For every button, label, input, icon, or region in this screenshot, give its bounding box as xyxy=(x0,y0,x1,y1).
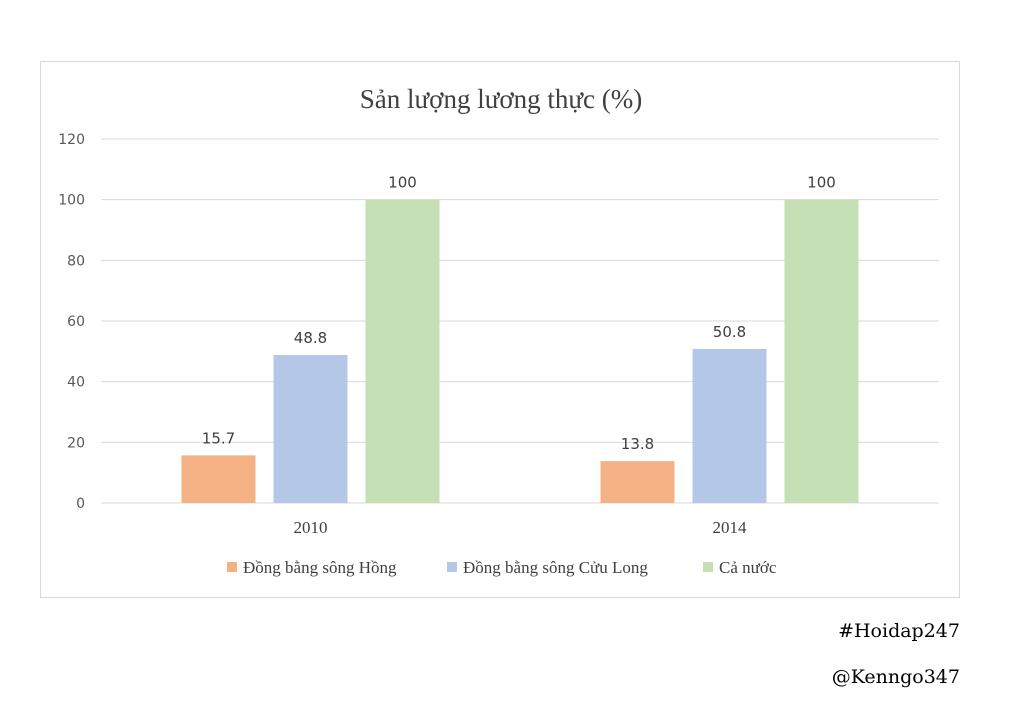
legend-swatch xyxy=(703,562,713,572)
data-labels: 15.7 48.8 100 13.8 50.8 100 xyxy=(202,174,836,453)
legend-swatch xyxy=(227,562,237,572)
chart-title: Sản lượng lương thực (%) xyxy=(360,84,642,114)
y-tick-label: 100 xyxy=(58,193,85,209)
watermark-hashtag: #Hoidap247 xyxy=(838,620,960,642)
y-tick-label: 60 xyxy=(67,314,85,330)
x-category-label: 2014 xyxy=(713,518,748,537)
y-tick-label: 40 xyxy=(67,375,85,391)
gridlines xyxy=(101,138,939,504)
x-category-label: 2010 xyxy=(294,518,328,537)
y-axis-ticks: 0 20 40 60 80 100 120 xyxy=(58,132,85,512)
legend-item: Đồng bằng sông Cửu Long xyxy=(447,558,648,577)
data-label: 13.8 xyxy=(621,435,654,453)
bar xyxy=(692,348,767,503)
chart-frame: Sản lượng lương thực (%) 0 20 40 60 80 100 120… xyxy=(40,61,960,598)
legend-swatch xyxy=(447,562,457,572)
data-label: 100 xyxy=(807,174,836,192)
y-tick-label: 0 xyxy=(76,496,85,512)
y-tick-label: 120 xyxy=(58,132,85,148)
legend-label: Đồng bằng sông Hồng xyxy=(243,558,397,577)
bar-chart: Sản lượng lương thực (%) 0 20 40 60 80 100 120… xyxy=(58,84,939,577)
y-tick-label: 80 xyxy=(67,253,85,269)
legend-item: Đồng bằng sông Hồng xyxy=(227,558,397,577)
data-label: 15.7 xyxy=(202,429,235,447)
bar xyxy=(600,461,675,503)
legend: Đồng bằng sông Hồng Đồng bằng sông Cửu Lo… xyxy=(227,558,777,577)
legend-item: Cả nước xyxy=(703,558,777,577)
watermark-author: @Kenngo347 xyxy=(831,666,960,688)
data-label: 100 xyxy=(388,174,417,192)
data-label: 48.8 xyxy=(294,329,327,347)
bar xyxy=(365,199,440,503)
bar xyxy=(784,199,859,503)
legend-label: Đồng bằng sông Cửu Long xyxy=(463,558,648,577)
legend-label: Cả nước xyxy=(719,558,777,577)
bars xyxy=(181,199,859,503)
x-axis-categories: 2010 2014 xyxy=(294,518,748,537)
bar xyxy=(181,455,256,503)
data-label: 50.8 xyxy=(713,323,746,341)
bar xyxy=(273,354,348,503)
y-tick-label: 20 xyxy=(67,435,85,451)
